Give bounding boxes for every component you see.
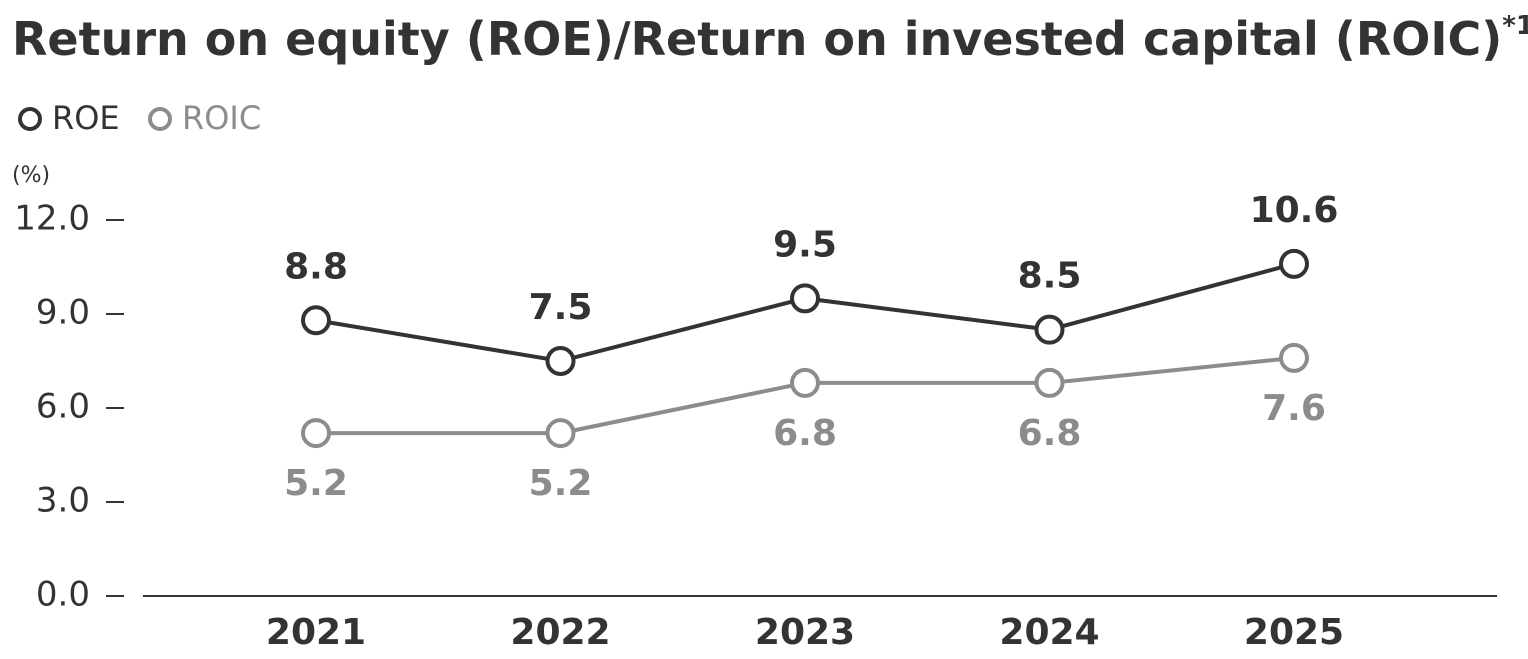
y-tick-label: 0.0 <box>36 575 90 615</box>
y-tick-label: 3.0 <box>36 481 90 521</box>
point <box>1279 342 1309 373</box>
title-text: Return on equity (ROE)/Return on investe… <box>12 12 1502 66</box>
y-tick-label: 6.0 <box>36 387 90 427</box>
legend-marker <box>148 107 172 131</box>
legend-marker <box>18 107 42 131</box>
point <box>1034 367 1065 398</box>
point <box>545 418 576 449</box>
y-tick-label: 9.0 <box>36 293 90 333</box>
point <box>545 346 576 376</box>
x-tick-label: 2022 <box>510 612 610 653</box>
x-tick-label: 2021 <box>266 612 366 653</box>
data-label: 7.6 <box>1262 388 1326 429</box>
point <box>790 283 820 314</box>
y-tick-label: 12.0 <box>14 199 90 239</box>
point <box>1034 314 1065 345</box>
legend-label: ROIC <box>182 99 261 137</box>
data-label: 8.5 <box>1018 256 1082 297</box>
x-tick-label: 2023 <box>755 612 855 653</box>
data-label: 5.2 <box>284 463 348 504</box>
y-unit: (%) <box>12 163 50 188</box>
chart-title: Return on equity (ROE)/Return on investe… <box>12 11 1528 66</box>
x-tick-label: 2024 <box>999 612 1099 653</box>
point <box>301 418 331 449</box>
data-label: 7.5 <box>529 287 593 328</box>
data-label: 9.5 <box>773 224 837 265</box>
legend-label: ROE <box>52 99 120 137</box>
x-tick-label: 2025 <box>1244 612 1344 653</box>
data-label: 5.2 <box>529 463 593 504</box>
data-label: 6.8 <box>773 413 837 454</box>
point <box>1279 248 1309 279</box>
data-label: 8.8 <box>284 246 348 287</box>
point <box>790 367 820 398</box>
data-label: 6.8 <box>1018 413 1082 454</box>
data-label: 10.6 <box>1250 190 1339 231</box>
point <box>301 305 331 336</box>
title-note: *1*2 <box>1502 11 1528 41</box>
